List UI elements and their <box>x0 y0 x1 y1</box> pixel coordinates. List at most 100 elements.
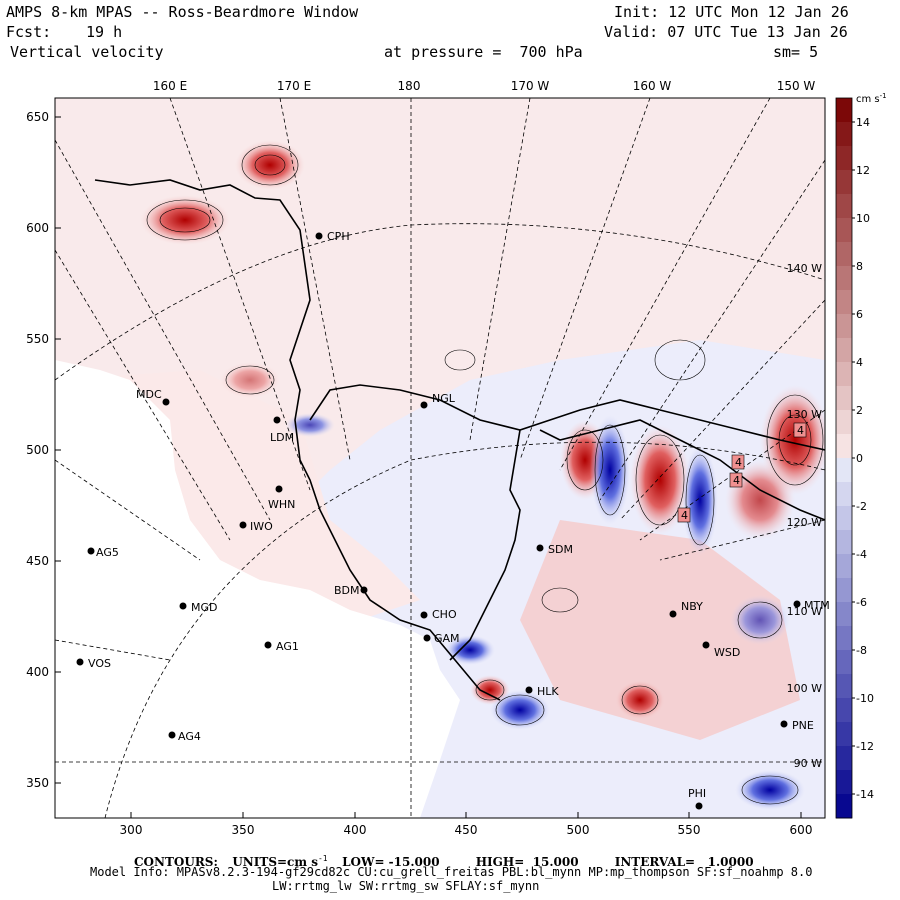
colorbar-label: 4 <box>856 356 863 369</box>
station-label: HLK <box>537 685 559 698</box>
colorbar-label: -10 <box>856 692 874 705</box>
graticule <box>55 98 825 818</box>
colorbar-label: 2 <box>856 404 863 417</box>
plot-title: AMPS 8-km MPAS -- Ross-Beardmore Window <box>6 3 359 21</box>
grid-lon-labels: 140 W 130 W 120 W 110 W 100 W 90 W <box>787 262 822 770</box>
colorbar-cell <box>836 290 852 315</box>
colorbar-cell <box>836 626 852 651</box>
colorbar-cell <box>836 194 852 219</box>
contours <box>146 144 824 805</box>
valid-time: Valid: 07 UTC Tue 13 Jan 26 <box>604 23 848 41</box>
colorbar-cell <box>836 122 852 147</box>
colorbar-cell <box>836 314 852 339</box>
colorbar-cell <box>836 266 852 291</box>
station-label: CPH <box>327 230 350 243</box>
field-name: Vertical velocity <box>10 43 164 61</box>
grid-lon-label: 90 W <box>794 757 822 770</box>
grid-lon-label: 140 W <box>787 262 822 275</box>
colorbar: cm s-1 14 12 10 8 6 4 2 0 -2 -4 -6 -8 -10 -12 -14 <box>835 92 887 819</box>
lon-label: 160 W <box>633 79 672 93</box>
x-tick-label: 350 <box>232 823 255 837</box>
colorbar-label: -14 <box>856 788 874 801</box>
lon-label: 150 W <box>777 79 816 93</box>
contour-label: 4 <box>681 509 688 522</box>
station-label: AG1 <box>276 640 299 653</box>
y-tick-label: 600 <box>26 221 49 235</box>
colorbar-cell <box>836 578 852 603</box>
station-label: VOS <box>88 657 111 670</box>
station-label: MGD <box>191 601 218 614</box>
lon-label: 170 E <box>277 79 311 93</box>
colorbar-label: -8 <box>856 644 867 657</box>
colorbar-cell <box>836 410 852 435</box>
grid-lon-label: 120 W <box>787 516 822 529</box>
x-tick-label: 450 <box>455 823 478 837</box>
contour-label: 4 <box>797 424 804 437</box>
footer-model-info-2: LW:rrtmg_lw SW:rrtmg_sw SFLAY:sf_mynn <box>272 879 540 893</box>
x-tick-label: 300 <box>120 823 143 837</box>
x-tick-label: 600 <box>790 823 813 837</box>
footer-model-info: Model Info: MPASv8.2.3-194-gf29cd82c CU:… <box>90 865 813 879</box>
y-tick-label: 550 <box>26 332 49 346</box>
init-time: Init: 12 UTC Mon 12 Jan 26 <box>614 3 849 21</box>
station-label: NBY <box>681 600 703 613</box>
colorbar-cell <box>836 770 852 795</box>
longitude-labels: 160 E 170 E 180 170 W 160 W 150 W <box>153 79 816 93</box>
lon-label: 180 <box>398 79 421 93</box>
colorbar-cell <box>836 362 852 387</box>
colorbar-cell <box>836 650 852 675</box>
colorbar-label: 8 <box>856 260 863 273</box>
colorbar-cell <box>836 218 852 243</box>
x-tick-label: 400 <box>344 823 367 837</box>
station-label: MDC <box>136 388 162 401</box>
y-tick-label: 350 <box>26 776 49 790</box>
forecast-value: 19 h <box>86 23 123 41</box>
stations: CPH NGL MDC LDM WHN IWO AG5 SDM BDM MGD … <box>76 230 830 810</box>
station-label: WSD <box>714 646 740 659</box>
y-tick-label: 400 <box>26 665 49 679</box>
colorbar-cell <box>836 506 852 531</box>
colorbar-cell <box>836 746 852 771</box>
colorbar-label: 6 <box>856 308 863 321</box>
grid-lon-label: 110 W <box>787 605 822 618</box>
station-label: AG5 <box>96 546 119 559</box>
colorbar-cell <box>836 458 852 483</box>
station-label: NGL <box>432 392 456 405</box>
station-label: LDM <box>270 431 294 444</box>
colorbar-cell <box>836 434 852 459</box>
colorbar-label: -12 <box>856 740 874 753</box>
colorbar-label: 12 <box>856 164 870 177</box>
colorbar-cell <box>836 242 852 267</box>
colorbar-cell <box>836 554 852 579</box>
station-label: BDM <box>334 584 360 597</box>
pressure-level: at pressure = 700 hPa <box>384 43 583 61</box>
colorbar-cell <box>836 674 852 699</box>
colorbar-cell <box>836 482 852 507</box>
contour-labels: 4 4 4 4 <box>677 422 807 523</box>
colorbar-label: 14 <box>856 116 870 129</box>
station-label: PNE <box>792 719 814 732</box>
station-label: WHN <box>268 498 295 511</box>
x-tick-label: 550 <box>678 823 701 837</box>
station-label: CHO <box>432 608 457 621</box>
smoothing: sm= 5 <box>773 43 819 61</box>
colorbar-label: 10 <box>856 212 870 225</box>
colorbar-cell <box>836 794 852 819</box>
station-label: MTM <box>804 599 830 612</box>
x-axis: 300 350 400 450 500 550 600 <box>120 812 813 837</box>
colorbar-cell <box>836 386 852 411</box>
colorbar-label: -6 <box>856 596 867 609</box>
y-tick-label: 650 <box>26 110 49 124</box>
colorbar-cell <box>836 338 852 363</box>
station-label: GAM <box>434 632 460 645</box>
x-tick-label: 500 <box>567 823 590 837</box>
footer-contours: CONTOURS: UNITS=cm s-1 LOW= -15.000 HIGH… <box>134 854 754 869</box>
colorbar-cell <box>836 722 852 747</box>
colorbar-cell <box>836 530 852 555</box>
grid-lon-label: 130 W <box>787 408 822 421</box>
contour-label: 4 <box>733 474 740 487</box>
colorbar-label: -2 <box>856 500 867 513</box>
station-label: IWO <box>250 520 273 533</box>
lon-label: 170 W <box>511 79 550 93</box>
